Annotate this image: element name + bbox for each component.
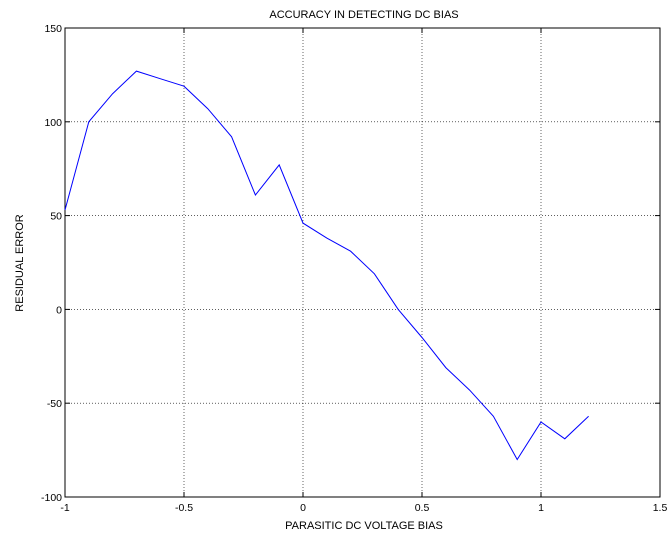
x-tick-label: 1.5	[653, 502, 667, 514]
y-axis-label: RESIDUAL ERROR	[14, 214, 26, 311]
y-tick-label: -50	[47, 398, 62, 410]
y-tick-label: -100	[41, 492, 62, 504]
series-line	[64, 70, 589, 461]
tick-labels: -1 -0.5 0 0.5 1 1.5 -100 -50 0 50 100 150	[41, 23, 667, 514]
grid-layer	[65, 28, 660, 497]
x-tick-label: 0.5	[415, 502, 430, 514]
y-tick-label: 50	[50, 211, 62, 223]
plot-frame	[64, 27, 661, 498]
ticks-layer	[64, 27, 661, 498]
x-tick-label: -0.5	[175, 502, 193, 514]
x-tick-label: 0	[300, 502, 306, 514]
y-tick-label: 150	[44, 23, 62, 35]
chart-title: ACCURACY IN DETECTING DC BIAS	[269, 9, 458, 21]
x-tick-label: -1	[60, 502, 69, 514]
y-tick-label: 100	[44, 117, 62, 129]
x-axis-label: PARASITIC DC VOLTAGE BIAS	[285, 520, 443, 532]
x-tick-label: 1	[538, 502, 544, 514]
y-tick-label: 0	[56, 304, 62, 316]
